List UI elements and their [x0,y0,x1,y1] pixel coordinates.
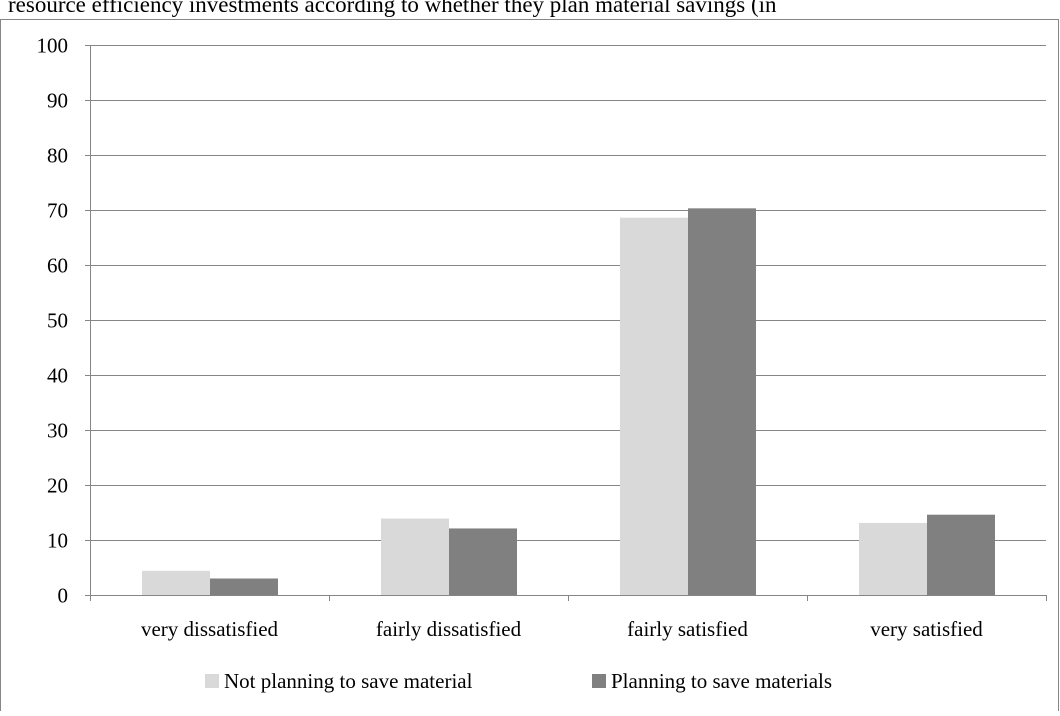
bar-not-planning [859,522,927,595]
legend-label-planning: Planning to save materials [611,669,832,693]
y-tick-label: 50 [47,309,68,333]
legend: Not planning to save material Planning t… [205,669,832,693]
y-axis: 0 10 20 30 40 50 60 70 80 90 100 [37,34,91,608]
bar-not-planning [620,217,688,595]
chart-border [0,19,1059,716]
x-tick-label: very dissatisfied [141,617,279,641]
bars [142,208,995,595]
bar-planning [688,208,756,595]
legend-swatch-planning [592,674,606,688]
y-tick-label: 70 [47,199,68,223]
gridlines [90,45,1046,541]
y-tick-label: 30 [47,419,68,443]
y-tick-label: 40 [47,364,68,388]
x-axis: very dissatisfied fairly dissatisfied fair… [90,595,1047,641]
x-tick-label: fairly dissatisfied [376,617,522,641]
bar-planning [449,528,517,595]
legend-swatch-not-planning [205,674,219,688]
bar-not-planning [381,518,449,595]
y-tick-label: 20 [47,474,68,498]
x-tick-label: very satisfied [870,617,983,641]
y-tick-label: 0 [58,584,69,608]
legend-label-not-planning: Not planning to save material [224,669,473,693]
y-tick-label: 100 [37,34,69,58]
bar-chart: 0 10 20 30 40 50 60 70 80 90 100 very dissatisfied… [0,19,1059,716]
y-tick-label: 90 [47,89,68,113]
y-tick-label: 80 [47,144,68,168]
chart-frame: 0 10 20 30 40 50 60 70 80 90 100 very dissatisfied… [0,19,1060,716]
figure-caption: resource efficiency investments accordin… [8,0,777,17]
bar-not-planning [142,570,210,595]
y-tick-label: 60 [47,254,68,278]
x-tick-label: fairly satisfied [627,617,748,641]
bar-planning [210,578,278,595]
bar-planning [927,514,995,595]
y-tick-label: 10 [47,529,68,553]
